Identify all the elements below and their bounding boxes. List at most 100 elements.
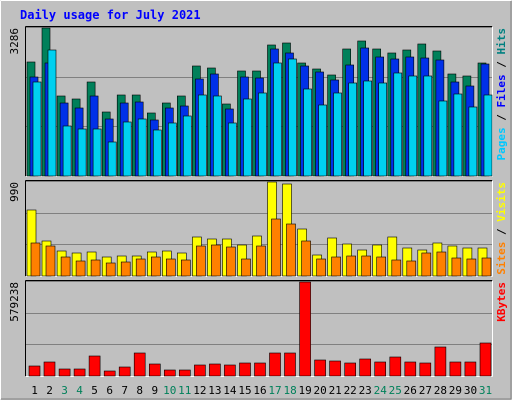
legend-entry-visits: Visits xyxy=(495,182,508,222)
bar-kbytes-day-17 xyxy=(269,352,281,377)
bar-kbytes-day-24 xyxy=(374,361,387,377)
x-tick-label-day-30: 30 xyxy=(464,384,477,397)
bar-sites-day-5 xyxy=(90,259,101,277)
x-tick-label-day-5: 5 xyxy=(91,384,98,397)
bar-pages-day-12 xyxy=(198,94,207,177)
bar-pages-day-27 xyxy=(423,75,433,177)
bar-kbytes-day-25 xyxy=(389,356,402,377)
bar-sites-day-8 xyxy=(135,258,146,277)
bar-kbytes-day-14 xyxy=(224,364,236,377)
bar-sites-day-19 xyxy=(301,240,311,277)
bar-pages-day-9 xyxy=(153,129,162,177)
bar-pages-day-7 xyxy=(122,121,132,177)
x-tick-label-day-24: 24 xyxy=(374,384,388,397)
bar-pages-day-26 xyxy=(408,75,418,177)
x-tick-label-day-4: 4 xyxy=(76,384,83,397)
bar-sites-day-22 xyxy=(346,255,357,277)
bar-pages-day-2 xyxy=(47,49,57,177)
bar-pages-day-29 xyxy=(453,93,463,177)
bar-sites-day-15 xyxy=(241,258,251,277)
bar-pages-day-21 xyxy=(333,92,342,177)
bar-sites-day-24 xyxy=(376,256,387,277)
legend: Sites / Visits xyxy=(495,182,508,275)
bar-kbytes-day-20 xyxy=(314,359,326,377)
x-tick-label-day-26: 26 xyxy=(404,384,417,397)
bar-pages-day-20 xyxy=(318,104,327,177)
bar-pages-day-30 xyxy=(468,106,478,177)
x-tick-label-day-17: 17 xyxy=(268,384,281,397)
x-tick-label-day-18: 18 xyxy=(283,384,296,397)
bar-sites-day-4 xyxy=(75,260,86,277)
legend-entry-pages: Pages xyxy=(495,127,508,160)
bar-kbytes-day-13 xyxy=(209,363,221,377)
bar-pages-day-13 xyxy=(213,95,222,177)
bar-sites-day-12 xyxy=(196,245,206,277)
bar-kbytes-day-8 xyxy=(133,352,146,377)
chart-title: Daily usage for July 2021 xyxy=(20,8,201,22)
bar-pages-day-16 xyxy=(258,92,267,177)
legend: Pages / Files / Hits xyxy=(495,28,508,161)
x-tick-label-day-15: 15 xyxy=(238,384,251,397)
bar-kbytes-day-4 xyxy=(73,368,86,377)
bar-kbytes-day-2 xyxy=(43,361,56,377)
x-tick-label-day-7: 7 xyxy=(121,384,128,397)
bar-kbytes-day-12 xyxy=(194,364,206,377)
bar-pages-day-31 xyxy=(483,94,493,177)
bar-pages-day-10 xyxy=(168,122,177,177)
bar-pages-day-5 xyxy=(92,128,102,177)
bar-pages-day-3 xyxy=(62,125,72,177)
bar-kbytes-day-10 xyxy=(164,369,176,377)
bar-kbytes-day-11 xyxy=(179,369,191,377)
bar-pages-day-17 xyxy=(273,62,282,177)
bar-pages-day-19 xyxy=(303,88,312,177)
bar-sites-day-2 xyxy=(45,245,56,277)
bar-pages-day-23 xyxy=(363,80,373,177)
y-max-label: 990 xyxy=(8,182,21,202)
bar-sites-day-25 xyxy=(391,259,402,277)
x-tick-label-day-29: 29 xyxy=(449,384,462,397)
bar-kbytes-day-16 xyxy=(254,362,266,377)
bar-pages-day-18 xyxy=(288,58,297,177)
bar-kbytes-day-31 xyxy=(479,342,492,377)
legend-entry-files: Files xyxy=(495,74,508,107)
bar-sites-day-30 xyxy=(466,258,477,277)
x-tick-label-day-14: 14 xyxy=(223,384,237,397)
bar-sites-day-26 xyxy=(406,260,417,277)
bar-sites-day-6 xyxy=(105,262,116,277)
legend-separator: / xyxy=(495,55,508,75)
x-tick-label-day-1: 1 xyxy=(31,384,38,397)
bar-sites-day-1 xyxy=(30,242,41,277)
bar-sites-day-18 xyxy=(286,223,296,277)
bar-sites-day-28 xyxy=(436,251,447,277)
bar-kbytes-day-5 xyxy=(88,355,101,377)
bar-sites-day-29 xyxy=(451,257,462,277)
bar-kbytes-day-30 xyxy=(464,361,477,377)
bar-kbytes-day-9 xyxy=(149,363,161,377)
bar-sites-day-20 xyxy=(316,258,326,277)
panel-pages-files-hits: 3286 Pages / Files / Hits xyxy=(8,26,508,177)
x-tick-label-day-16: 16 xyxy=(253,384,266,397)
bar-pages-day-22 xyxy=(348,82,358,177)
bar-pages-day-8 xyxy=(137,118,147,177)
y-max-label: 3286 xyxy=(8,28,21,55)
bar-sites-day-10 xyxy=(166,258,176,277)
bar-sites-day-23 xyxy=(361,255,372,277)
bar-kbytes-day-18 xyxy=(284,352,296,377)
x-tick-label-day-23: 23 xyxy=(359,384,372,397)
bar-pages-day-11 xyxy=(183,115,192,177)
bar-kbytes-day-7 xyxy=(118,366,131,377)
bar-kbytes-day-15 xyxy=(239,362,251,377)
plot-area xyxy=(26,281,492,376)
panel-visits-sites: 990 Sites / Visits xyxy=(8,180,508,277)
x-tick-label-day-9: 9 xyxy=(151,384,158,397)
x-tick-label-day-25: 25 xyxy=(389,384,402,397)
bar-pages-day-24 xyxy=(378,82,388,177)
bar-kbytes-day-1 xyxy=(28,365,41,377)
x-tick-label-day-6: 6 xyxy=(106,384,113,397)
bar-kbytes-day-22 xyxy=(344,362,357,377)
x-tick-label-day-27: 27 xyxy=(419,384,432,397)
panel-kbytes: 579238 KBytes xyxy=(8,280,508,377)
bar-pages-day-14 xyxy=(228,122,237,177)
x-tick-label-day-28: 28 xyxy=(434,384,447,397)
